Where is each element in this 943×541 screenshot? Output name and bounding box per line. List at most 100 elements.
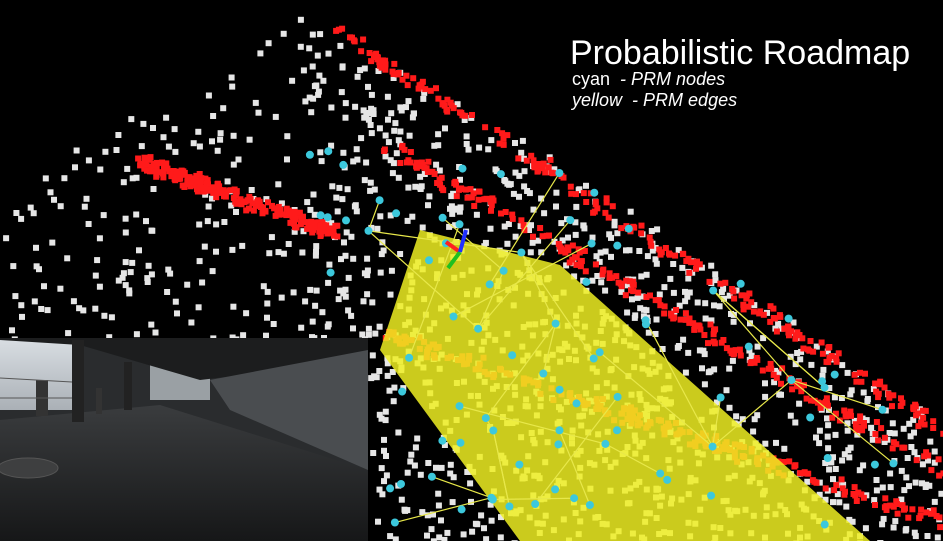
point: [361, 114, 368, 121]
point: [711, 302, 717, 309]
obstacle-point: [635, 289, 642, 296]
point: [447, 470, 454, 477]
point: [190, 140, 197, 147]
point: [18, 215, 25, 222]
obstacle-point: [378, 64, 385, 71]
obstacle-point: [736, 346, 743, 353]
obstacle-point: [833, 358, 840, 365]
obstacle-point: [144, 167, 150, 174]
point: [824, 348, 831, 355]
point: [553, 203, 559, 210]
point: [906, 483, 912, 490]
prm-edge: [712, 379, 792, 448]
obstacle-point: [301, 219, 308, 226]
obstacle-point: [534, 168, 541, 175]
point: [382, 153, 389, 160]
obstacle-point: [798, 388, 805, 395]
point: [230, 303, 237, 310]
point: [199, 279, 206, 286]
obstacle-point: [573, 191, 579, 198]
obstacle-point: [788, 328, 794, 335]
obstacle-point: [861, 422, 868, 429]
obstacle-point: [712, 326, 719, 333]
prm-node: [744, 342, 753, 351]
point: [530, 206, 537, 213]
point: [460, 531, 467, 538]
point: [12, 293, 19, 300]
obstacle-point: [237, 196, 244, 203]
obstacle-point: [822, 485, 829, 492]
inset-pillar: [72, 340, 84, 422]
point: [263, 332, 269, 339]
prm-edge: [368, 230, 479, 330]
point: [452, 206, 459, 213]
obstacle-point: [606, 270, 613, 277]
obstacle-point: [814, 399, 821, 406]
obstacle-point: [500, 141, 507, 148]
point: [733, 413, 740, 420]
obstacle-point: [427, 87, 434, 94]
point: [931, 459, 938, 466]
obstacle-point: [768, 365, 775, 372]
point: [907, 433, 914, 440]
point: [92, 305, 99, 312]
obstacle-point: [923, 449, 930, 456]
obstacle-point: [723, 345, 730, 352]
obstacle-point: [656, 246, 663, 253]
obstacle-point: [173, 170, 180, 177]
point: [447, 461, 454, 468]
point: [762, 393, 769, 400]
point: [754, 343, 761, 350]
obstacle-point: [745, 303, 752, 310]
point: [656, 291, 663, 298]
point: [387, 291, 394, 298]
point: [213, 248, 219, 255]
point: [385, 116, 391, 123]
point: [414, 435, 421, 442]
obstacle-point: [928, 467, 935, 474]
point: [367, 122, 374, 128]
point: [608, 234, 614, 241]
obstacle-point: [521, 227, 528, 234]
obstacle-point: [249, 200, 256, 207]
point: [551, 166, 558, 173]
point: [340, 290, 347, 297]
point: [325, 218, 332, 225]
point: [903, 526, 910, 533]
point: [382, 417, 389, 424]
point: [196, 221, 203, 228]
obstacle-point: [476, 188, 482, 195]
point: [903, 474, 910, 481]
obstacle-point: [603, 195, 610, 202]
point: [152, 329, 159, 336]
obstacle-point: [178, 170, 185, 177]
obstacle-point: [710, 338, 717, 345]
point: [519, 137, 526, 144]
point: [751, 416, 758, 423]
obstacle-point: [197, 183, 204, 190]
point: [354, 73, 361, 80]
point: [70, 298, 77, 305]
point: [376, 323, 383, 330]
point: [72, 164, 78, 171]
point: [844, 427, 851, 434]
point: [919, 461, 926, 468]
point: [794, 350, 801, 356]
prm-edge: [442, 217, 504, 272]
point: [580, 222, 587, 229]
obstacle-point: [818, 339, 825, 346]
obstacle-point: [759, 367, 766, 374]
obstacle-point: [829, 414, 836, 421]
point: [589, 277, 596, 284]
point: [44, 307, 51, 314]
point: [370, 111, 377, 117]
point: [606, 231, 613, 238]
prm-node: [499, 266, 508, 275]
point: [450, 474, 457, 481]
point: [368, 91, 375, 98]
point: [771, 379, 778, 386]
prm-node: [485, 280, 494, 289]
obstacle-point: [916, 515, 923, 522]
point: [85, 221, 92, 227]
point: [122, 282, 129, 289]
